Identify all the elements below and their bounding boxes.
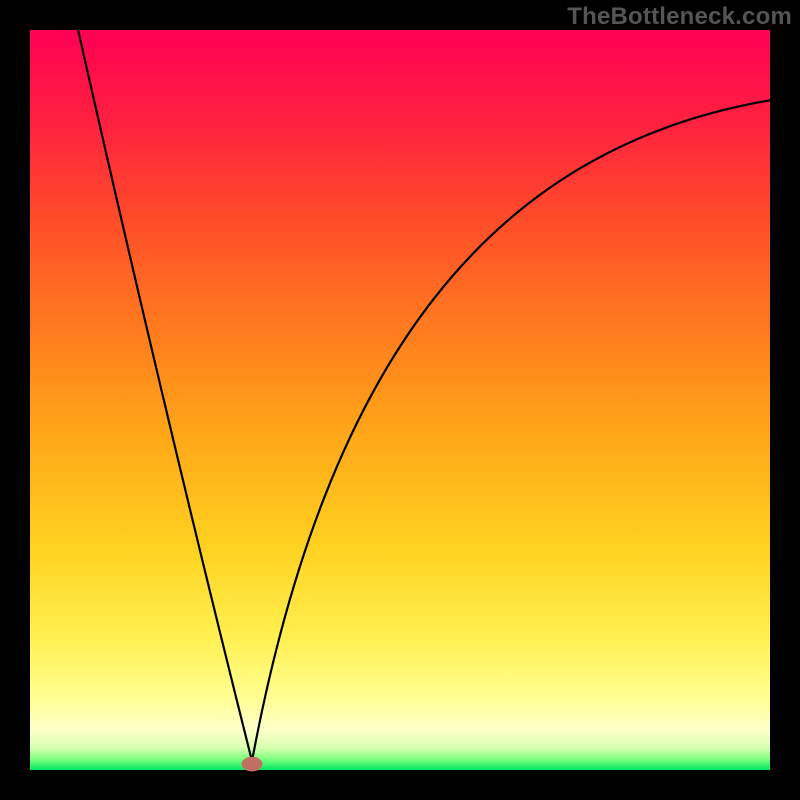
watermark-text: TheBottleneck.com xyxy=(567,3,792,31)
frame-right xyxy=(770,0,800,800)
gradient-background xyxy=(30,30,770,770)
frame-left xyxy=(0,0,30,800)
frame-bottom xyxy=(0,770,800,800)
optimal-point-marker xyxy=(242,757,263,772)
bottleneck-chart xyxy=(0,0,800,800)
